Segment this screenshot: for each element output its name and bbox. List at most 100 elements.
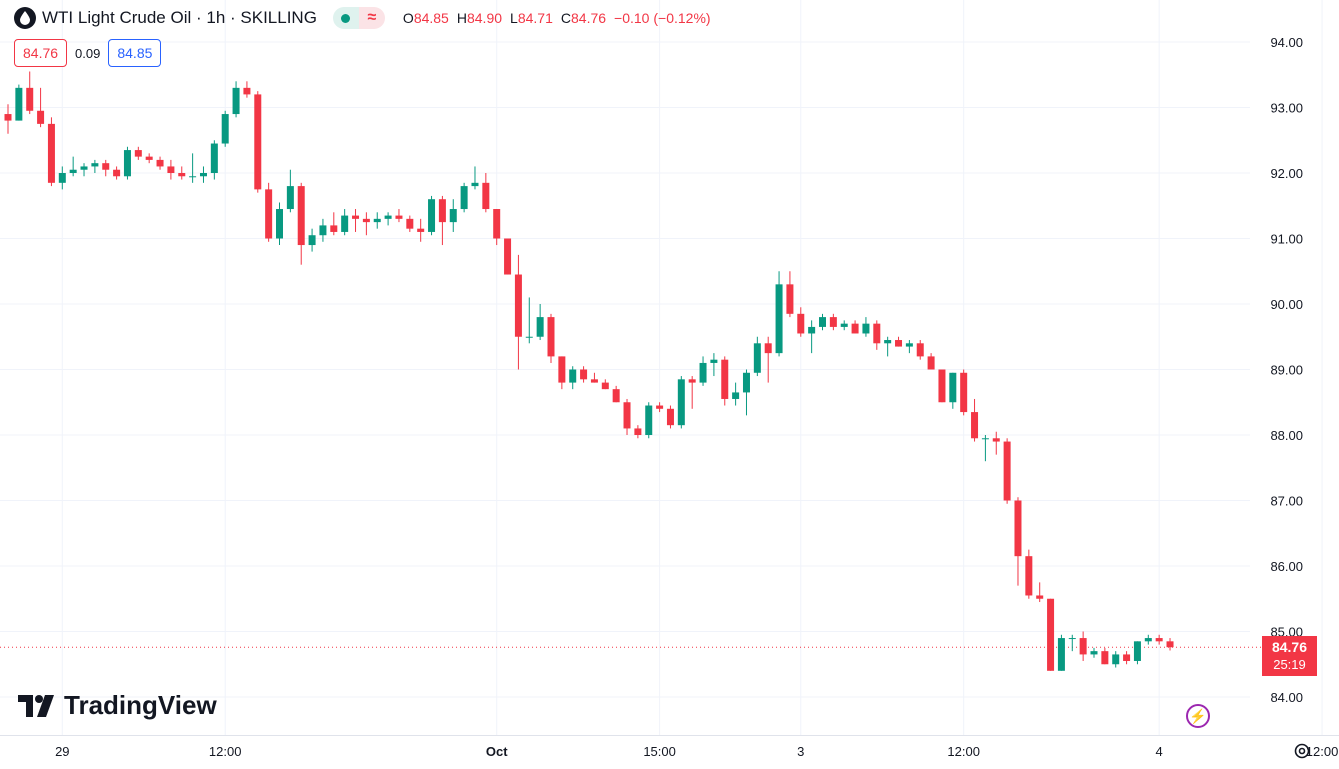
candle-body[interactable] (4, 114, 12, 121)
candle-body[interactable] (895, 340, 903, 347)
candle-body[interactable] (514, 274, 522, 337)
candle-body[interactable] (808, 326, 816, 334)
candle-body[interactable] (297, 186, 305, 246)
candle-body[interactable] (341, 215, 349, 232)
candle-body[interactable] (15, 87, 23, 121)
candle-body[interactable] (91, 163, 99, 167)
candle-body[interactable] (840, 323, 848, 327)
candle-body[interactable] (493, 209, 501, 239)
candle-body[interactable] (753, 343, 761, 373)
symbol-title[interactable]: WTI Light Crude Oil · 1h · SKILLING (42, 8, 317, 27)
candle-body[interactable] (26, 87, 34, 111)
candle-body[interactable] (797, 313, 805, 334)
candle-body[interactable] (775, 284, 783, 354)
candle-body[interactable] (37, 110, 45, 124)
candle-body[interactable] (1036, 595, 1044, 599)
candle-body[interactable] (1133, 641, 1141, 661)
lightning-icon[interactable]: ⚡ (1186, 704, 1210, 728)
candle-body[interactable] (634, 428, 642, 435)
candle-body[interactable] (710, 359, 718, 363)
candle-body[interactable] (786, 284, 794, 314)
candle-body[interactable] (645, 405, 653, 435)
candle-body[interactable] (417, 228, 425, 232)
candle-body[interactable] (580, 369, 588, 380)
candle-body[interactable] (732, 392, 740, 399)
candle-body[interactable] (58, 173, 66, 183)
candle-body[interactable] (656, 405, 664, 409)
candle-body[interactable] (47, 123, 55, 183)
candle-body[interactable] (308, 235, 316, 246)
candle-body[interactable] (123, 150, 131, 177)
candle-body[interactable] (102, 163, 110, 170)
candle-body[interactable] (232, 87, 240, 115)
candle-body[interactable] (221, 114, 229, 144)
candle-body[interactable] (971, 412, 979, 439)
candle-body[interactable] (156, 159, 164, 167)
candle-body[interactable] (1101, 651, 1109, 665)
candle-body[interactable] (178, 173, 186, 177)
candle-body[interactable] (265, 189, 273, 239)
candle-body[interactable] (449, 209, 457, 223)
candle-body[interactable] (1144, 638, 1152, 642)
candle-body[interactable] (406, 218, 414, 229)
candle-body[interactable] (1166, 641, 1174, 648)
candle-body[interactable] (471, 182, 479, 187)
candle-body[interactable] (764, 343, 772, 354)
candle-body[interactable] (482, 182, 490, 210)
candle-body[interactable] (276, 209, 283, 239)
candle-body[interactable] (1090, 651, 1098, 655)
candle-body[interactable] (113, 169, 121, 177)
candle-body[interactable] (601, 382, 609, 390)
candle-body[interactable] (873, 323, 881, 344)
tradingview-logo[interactable]: TradingView (18, 690, 217, 721)
candle-body[interactable] (677, 379, 685, 426)
candle-body[interactable] (80, 166, 88, 170)
candle-body[interactable] (210, 143, 218, 173)
candle-body[interactable] (243, 87, 251, 95)
candle-body[interactable] (981, 438, 989, 440)
candle-body[interactable] (1079, 638, 1087, 655)
candle-body[interactable] (1003, 441, 1011, 501)
candle-body[interactable] (1047, 598, 1055, 671)
candle-body[interactable] (1112, 654, 1120, 665)
candle-body[interactable] (742, 372, 750, 393)
buy-price-button[interactable]: 84.85 (108, 39, 162, 67)
candle-body[interactable] (992, 438, 1000, 442)
candle-body[interactable] (699, 362, 707, 383)
candle-body[interactable] (69, 169, 77, 173)
candle-body[interactable] (829, 317, 837, 327)
candle-body[interactable] (1014, 500, 1022, 557)
candle-body[interactable] (927, 356, 935, 370)
candle-body[interactable] (189, 176, 197, 178)
candle-body[interactable] (938, 369, 946, 403)
candle-body[interactable] (569, 369, 577, 383)
candle-body[interactable] (558, 356, 566, 383)
market-status-pill[interactable]: ≈ (332, 7, 385, 29)
candle-body[interactable] (1025, 556, 1033, 596)
candle-body[interactable] (362, 218, 370, 223)
sell-price-button[interactable]: 84.76 (14, 39, 68, 67)
candle-body[interactable] (373, 218, 381, 223)
candle-body[interactable] (721, 359, 729, 399)
candle-body[interactable] (819, 317, 826, 327)
candle-body[interactable] (286, 186, 294, 210)
candle-body[interactable] (623, 402, 631, 429)
candle-body[interactable] (612, 389, 620, 403)
candle-body[interactable] (916, 343, 924, 357)
candle-body[interactable] (145, 156, 153, 160)
candle-body[interactable] (960, 372, 968, 413)
candle-body[interactable] (949, 372, 957, 403)
candle-body[interactable] (428, 199, 436, 232)
candle-body[interactable] (319, 225, 327, 236)
candle-body[interactable] (884, 340, 892, 344)
candle-body[interactable] (1068, 638, 1076, 640)
candle-body[interactable] (504, 238, 512, 275)
candle-body[interactable] (905, 343, 913, 347)
candle-body[interactable] (1155, 638, 1163, 642)
candle-body[interactable] (199, 173, 207, 177)
candle-body[interactable] (384, 215, 392, 219)
candle-body[interactable] (395, 215, 403, 219)
candle-body[interactable] (590, 379, 598, 383)
candle-body[interactable] (666, 408, 674, 426)
